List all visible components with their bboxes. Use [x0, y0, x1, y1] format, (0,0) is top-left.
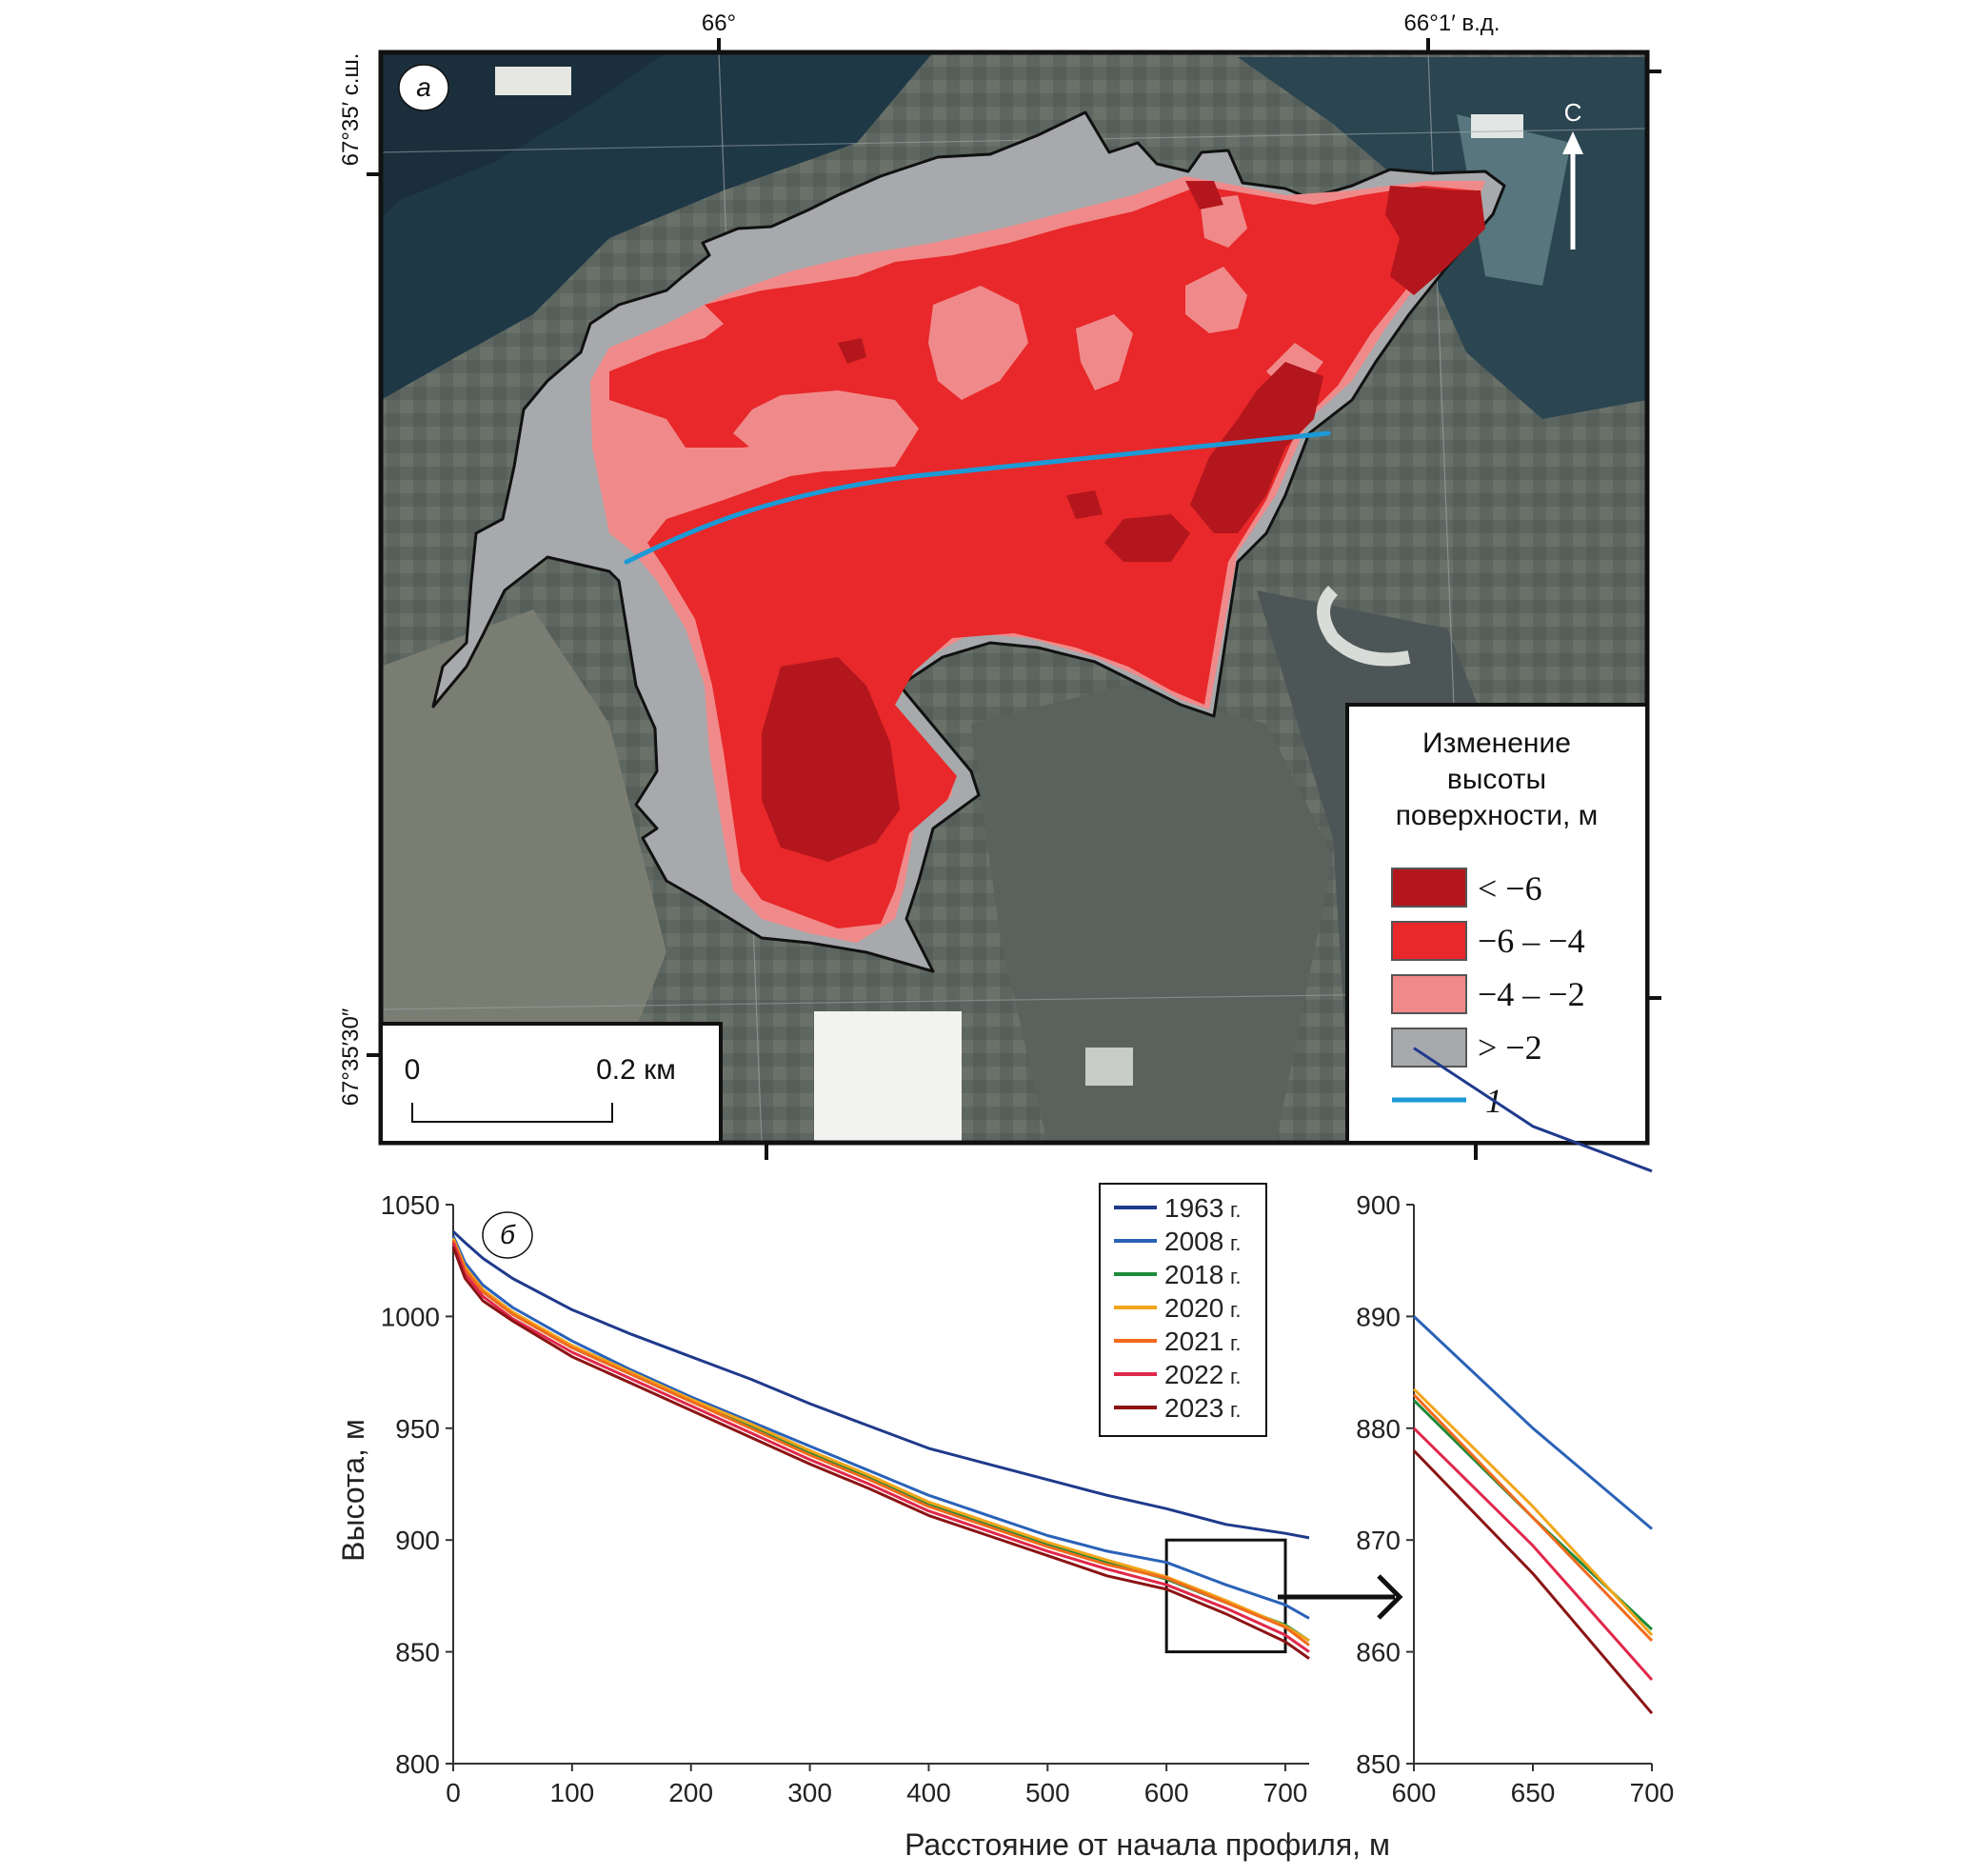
zoom-series-line-2022 [1412, 1427, 1654, 1681]
legend-suffix-2018: г. [1230, 1265, 1241, 1288]
lon-label-left: 66° [702, 10, 736, 36]
x-tick-label: 500 [1025, 1778, 1070, 1807]
legend-label-2021: 2021 [1164, 1327, 1223, 1356]
x-tick-label: 600 [1144, 1778, 1189, 1807]
series-line-1963 [451, 1230, 1310, 1540]
map-frame [378, 50, 1650, 1146]
zoom-series-line-2023 [1412, 1449, 1654, 1715]
zoom-x-tick-label: 600 [1392, 1778, 1437, 1807]
x-tick-label: 0 [446, 1778, 461, 1807]
legend-label-2023: 2023 [1164, 1393, 1223, 1423]
scale-bar: 0 0.2 км [379, 1022, 723, 1145]
legend-suffix-2008: г. [1230, 1231, 1241, 1255]
zoom-series-line-2008 [1412, 1315, 1653, 1530]
y-tick-label: 950 [395, 1414, 440, 1444]
legend-label-2008: 2008 [1164, 1227, 1223, 1256]
legend-label-1: < −6 [1478, 869, 1542, 908]
series-line-2022 [451, 1242, 1310, 1653]
zoom-chart: 850 860 870 880 890 900 600 650 700 [1356, 1047, 1675, 1807]
legend-title-1: Изменение [1422, 728, 1571, 759]
legend-swatch-3 [1391, 974, 1467, 1014]
zoom-connector-arrow [1278, 1574, 1403, 1620]
scale-label-zero: 0 [405, 1054, 421, 1086]
x-tick-label: 100 [550, 1778, 595, 1807]
legend-label-1963: 1963 [1164, 1193, 1223, 1223]
y-axis-label: Высота, м [336, 1419, 370, 1562]
legend-swatch-2 [1391, 921, 1467, 961]
zoom-y-tick-label: 890 [1356, 1302, 1401, 1331]
x-axis-label: Расстояние от начала профиля, м [904, 1827, 1390, 1862]
legend-suffix-2023: г. [1230, 1398, 1241, 1422]
x-tick-label: 300 [787, 1778, 832, 1807]
svg-text:а: а [416, 72, 431, 102]
map-panel-label: а [398, 64, 449, 111]
map-panel: 66° 66°1′ в.д. 67°35′ с.ш. 67°35′30″ а С… [338, 10, 1661, 1160]
y-tick-label: 800 [395, 1749, 440, 1779]
legend-suffix-2021: г. [1230, 1331, 1241, 1355]
legend-label-3: −4 – −2 [1478, 975, 1585, 1013]
zoom-y-tick-label: 850 [1356, 1749, 1401, 1779]
zoom-y-tick-label: 860 [1356, 1638, 1401, 1667]
lat-label-bottom: 67°35′30″ [338, 1008, 364, 1106]
legend-swatch-1 [1391, 868, 1467, 908]
x-tick-label: 200 [668, 1778, 713, 1807]
scale-label-distance: 0.2 км [596, 1054, 676, 1086]
chart-panel: 800 850 900 950 1000 1050 0 100 200 300 400 500 600 7… [336, 1047, 1675, 1862]
zoom-series-line-2020 [1412, 1387, 1654, 1637]
x-tick-label: 700 [1263, 1778, 1308, 1807]
legend-title-3: поверхности, м [1396, 800, 1599, 831]
series-line-2008 [451, 1235, 1310, 1620]
zoom-x-tick-label: 650 [1511, 1778, 1556, 1807]
svg-text:б: б [500, 1220, 516, 1249]
north-arrow-icon [1562, 131, 1583, 249]
zone-below-minus6 [762, 181, 1485, 862]
zoom-series-line-2021 [1412, 1393, 1654, 1642]
lat-label-top: 67°35′ с.ш. [338, 53, 364, 167]
y-tick-label: 900 [395, 1526, 440, 1555]
legend-label-2020: 2020 [1164, 1293, 1223, 1323]
legend-label-4: > −2 [1478, 1028, 1542, 1067]
map-legend: Изменение высоты поверхности, м < −6 −6 … [1345, 703, 1649, 1145]
lon-label-right: 66°1′ в.д. [1404, 10, 1501, 36]
zoom-y-tick-label: 870 [1356, 1526, 1401, 1555]
legend-suffix-2022: г. [1230, 1365, 1241, 1388]
zoom-y-tick-label: 900 [1356, 1190, 1401, 1220]
profile-line-1 [624, 430, 1331, 565]
coordinate-ticks [367, 38, 1661, 1160]
chart-legend-box [1099, 1183, 1267, 1437]
legend-label-2022: 2022 [1164, 1360, 1223, 1389]
y-tick-label: 1050 [381, 1190, 440, 1220]
legend-label-2018: 2018 [1164, 1260, 1223, 1289]
light-red-islands [733, 195, 1323, 471]
legend-title-2: высоты [1447, 764, 1546, 795]
legend-suffix-2020: г. [1230, 1298, 1241, 1322]
zoom-y-tick-label: 880 [1356, 1414, 1401, 1444]
x-tick-label: 400 [906, 1778, 951, 1807]
series-line-2021 [451, 1240, 1310, 1646]
y-tick-label: 850 [395, 1638, 440, 1667]
chart-legend: 1963 г. 2008 г. 2018 г. 2020 г. 2021 г. 2022 г. 2023… [1099, 1183, 1267, 1437]
series-line-2023 [451, 1247, 1310, 1660]
zoom-x-tick-label: 700 [1630, 1778, 1675, 1807]
snow-patch [814, 1011, 962, 1143]
legend-suffix-1963: г. [1230, 1198, 1241, 1222]
zoom-series-line-1963 [1413, 1047, 1653, 1173]
north-label: С [1564, 98, 1582, 127]
legend-label-2: −6 – −4 [1478, 922, 1585, 960]
legend-swatch-4 [1391, 1028, 1467, 1068]
y-tick-label: 1000 [381, 1302, 440, 1331]
chart-panel-label: б [482, 1211, 533, 1259]
main-chart: 800 850 900 950 1000 1050 0 100 200 300 400 500 600 7… [381, 1190, 1310, 1807]
